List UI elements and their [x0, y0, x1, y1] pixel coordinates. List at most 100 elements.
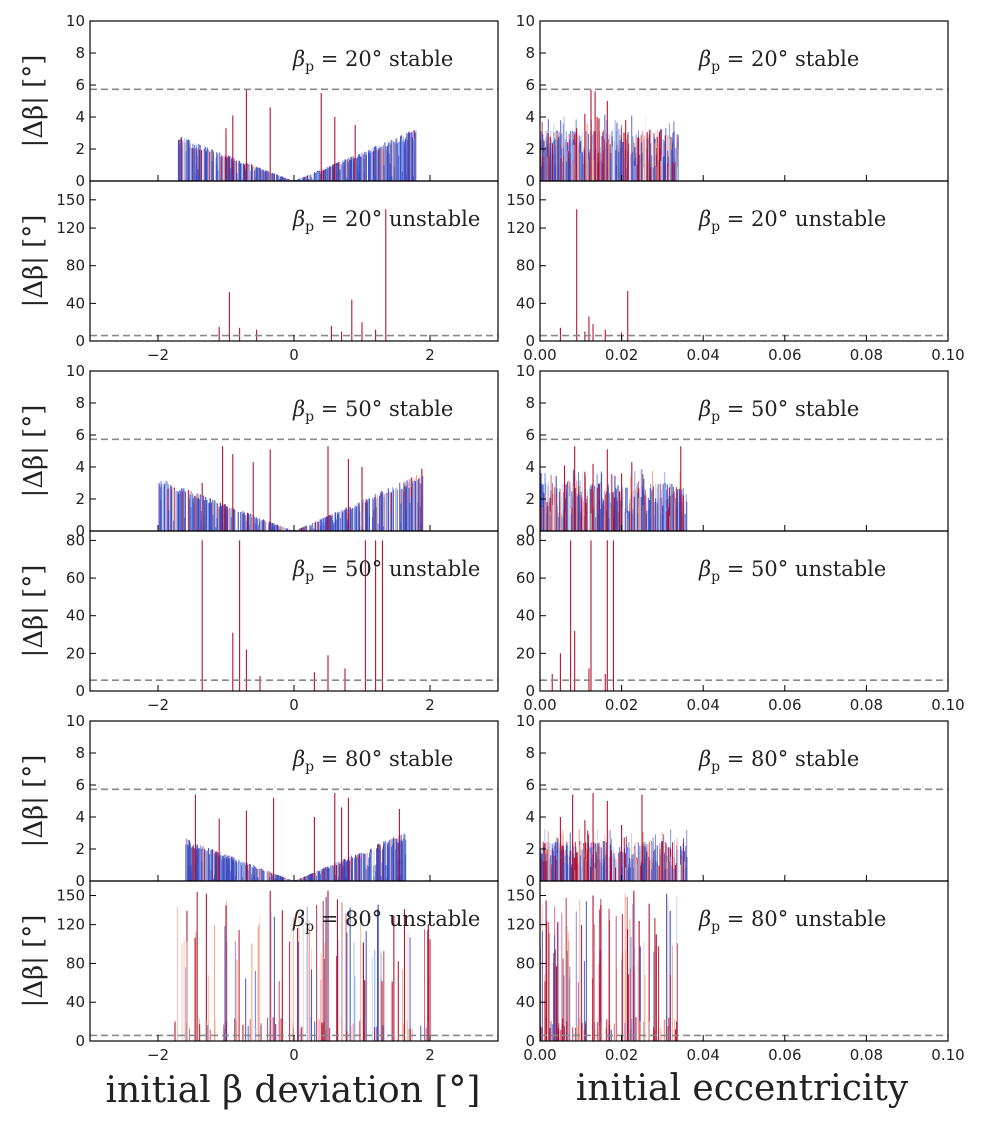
ytick-label: 4 [525, 458, 535, 476]
ytick-label: 150 [56, 887, 85, 905]
ytick-label: 0 [525, 682, 535, 700]
ytick-label: 0 [75, 682, 85, 700]
ytick-label: 6 [525, 76, 535, 94]
axes-frame [89, 180, 499, 342]
bars-group [174, 890, 431, 1041]
bars-group [540, 793, 688, 881]
ytick-label: 8 [525, 744, 535, 762]
ytick-label: 80 [516, 531, 535, 549]
ytick-label: 2 [525, 490, 535, 508]
ytick-label: 10 [66, 362, 85, 380]
ytick-label: 0 [525, 172, 535, 190]
ytick-label: 4 [75, 808, 85, 826]
ytick-label: 6 [75, 426, 85, 444]
xtick-label: 0.04 [686, 1046, 719, 1064]
panel-20-unstable-ecc: 0 40 80 120 150 0.00 0.02 0.04 0.06 0.08 0.10 βp = … [506, 180, 965, 364]
ytick-label: 120 [56, 219, 85, 237]
ytick-label: 20 [66, 644, 85, 662]
xtick-label: 0.10 [931, 1046, 964, 1064]
panel-label: βp = 80° stable [698, 747, 859, 775]
axes-frame [89, 370, 499, 532]
xtick-label: 0 [289, 696, 299, 714]
xtick-label: 0.00 [523, 346, 556, 364]
panel-20-stable-ecc: 0 2 4 6 8 10 βp = 20° stable [516, 12, 949, 190]
panel-50-stable-beta: 0 2 4 6 8 10 βp = 50° stable |Δβ| [°] [19, 362, 499, 540]
ytick-label: 150 [506, 887, 535, 905]
xtick-label: 0.00 [523, 696, 556, 714]
ytick-label: 6 [525, 776, 535, 794]
ytick-label: 40 [516, 993, 535, 1011]
panel-label: βp = 50° stable [292, 397, 453, 425]
panel-50-stable-ecc: 0 2 4 6 8 10 βp = 50° stable [516, 362, 949, 540]
xtick-label: 0.00 [523, 1046, 556, 1064]
xtick-label: 2 [425, 1046, 435, 1064]
ylabel: |Δβ| [°] [19, 55, 49, 148]
ytick-label: 8 [75, 394, 85, 412]
ytick-label: 120 [56, 916, 85, 934]
ytick-label: 4 [525, 108, 535, 126]
ytick-label: 80 [516, 257, 535, 275]
ytick-label: 0 [525, 1032, 535, 1050]
xlabel-eccentricity: initial eccentricity [576, 1068, 909, 1109]
panel-50-unstable-ecc: 0 20 40 60 80 0.00 0.02 0.04 0.06 0.08 0.10 βp = 50… [516, 530, 965, 714]
ytick-label: 120 [506, 219, 535, 237]
xtick-label: 0.02 [605, 346, 638, 364]
ytick-label: 0 [75, 872, 85, 890]
panel-20-unstable-beta: 0 40 80 120 150 −2 0 2 βp = 20° unstable |Δβ| [°] [19, 180, 499, 364]
ylabel: |Δβ| [°] [19, 405, 49, 498]
ytick-label: 10 [66, 712, 85, 730]
xtick-label: 0 [289, 1046, 299, 1064]
xtick-label: 0.06 [768, 346, 801, 364]
ytick-label: 20 [516, 644, 535, 662]
ytick-label: 10 [516, 12, 535, 30]
ylabel: |Δβ| [°] [19, 215, 49, 308]
ylabel: |Δβ| [°] [19, 915, 49, 1008]
panel-label: βp = 20° stable [698, 47, 859, 75]
xtick-label: 2 [425, 346, 435, 364]
xtick-label: 0 [289, 346, 299, 364]
ytick-label: 0 [75, 522, 85, 540]
bars-group [185, 793, 407, 881]
xtick-label: 0.10 [931, 346, 964, 364]
panel-label: βp = 50° unstable [292, 557, 480, 585]
ytick-label: 60 [66, 569, 85, 587]
ytick-label: 80 [516, 954, 535, 972]
axes-frame [539, 880, 949, 1042]
ytick-label: 8 [75, 44, 85, 62]
ytick-label: 6 [75, 76, 85, 94]
bars-group [218, 209, 387, 341]
panel-label: βp = 50° unstable [698, 557, 886, 585]
ytick-label: 10 [516, 362, 535, 380]
xtick-label: 0.06 [768, 696, 801, 714]
ytick-label: 10 [516, 712, 535, 730]
ytick-label: 8 [525, 394, 535, 412]
ytick-label: 0 [75, 332, 85, 350]
axes-frame [89, 20, 499, 182]
panel-80-unstable-beta: 0 40 80 120 150 −2 0 2 βp = 80° unstable |Δβ| [°] [19, 880, 499, 1064]
xtick-label: −2 [147, 1046, 169, 1064]
ytick-label: 6 [525, 426, 535, 444]
ytick-label: 120 [506, 916, 535, 934]
ytick-label: 10 [66, 12, 85, 30]
panel-label: βp = 80° unstable [698, 907, 886, 935]
xtick-label: 0.08 [850, 696, 883, 714]
xtick-label: 0.08 [850, 346, 883, 364]
ytick-label: 8 [75, 744, 85, 762]
ytick-label: 150 [56, 191, 85, 209]
ytick-label: 40 [516, 607, 535, 625]
ytick-label: 40 [516, 294, 535, 312]
ytick-label: 2 [75, 140, 85, 158]
ytick-label: 150 [506, 191, 535, 209]
xtick-label: 2 [425, 696, 435, 714]
axes-frame [89, 720, 499, 882]
axes-frame [89, 530, 499, 692]
ytick-label: 80 [66, 257, 85, 275]
xlabel-beta-deviation: initial β deviation [°] [106, 1070, 481, 1111]
bars-group [540, 890, 678, 1041]
ytick-label: 40 [66, 993, 85, 1011]
bars-group [540, 89, 679, 181]
axes-frame [539, 530, 949, 692]
panel-80-stable-beta: 0 2 4 6 8 10 βp = 80° stable |Δβ| [°] [19, 712, 499, 890]
ytick-label: 8 [525, 44, 535, 62]
